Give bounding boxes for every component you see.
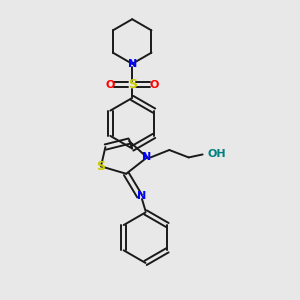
- Text: O: O: [150, 80, 159, 90]
- Text: OH: OH: [208, 149, 226, 160]
- Text: O: O: [105, 80, 115, 90]
- Text: N: N: [128, 59, 137, 69]
- Text: S: S: [97, 160, 106, 173]
- Text: S: S: [128, 78, 137, 91]
- Text: N: N: [142, 152, 152, 162]
- Text: N: N: [137, 191, 147, 201]
